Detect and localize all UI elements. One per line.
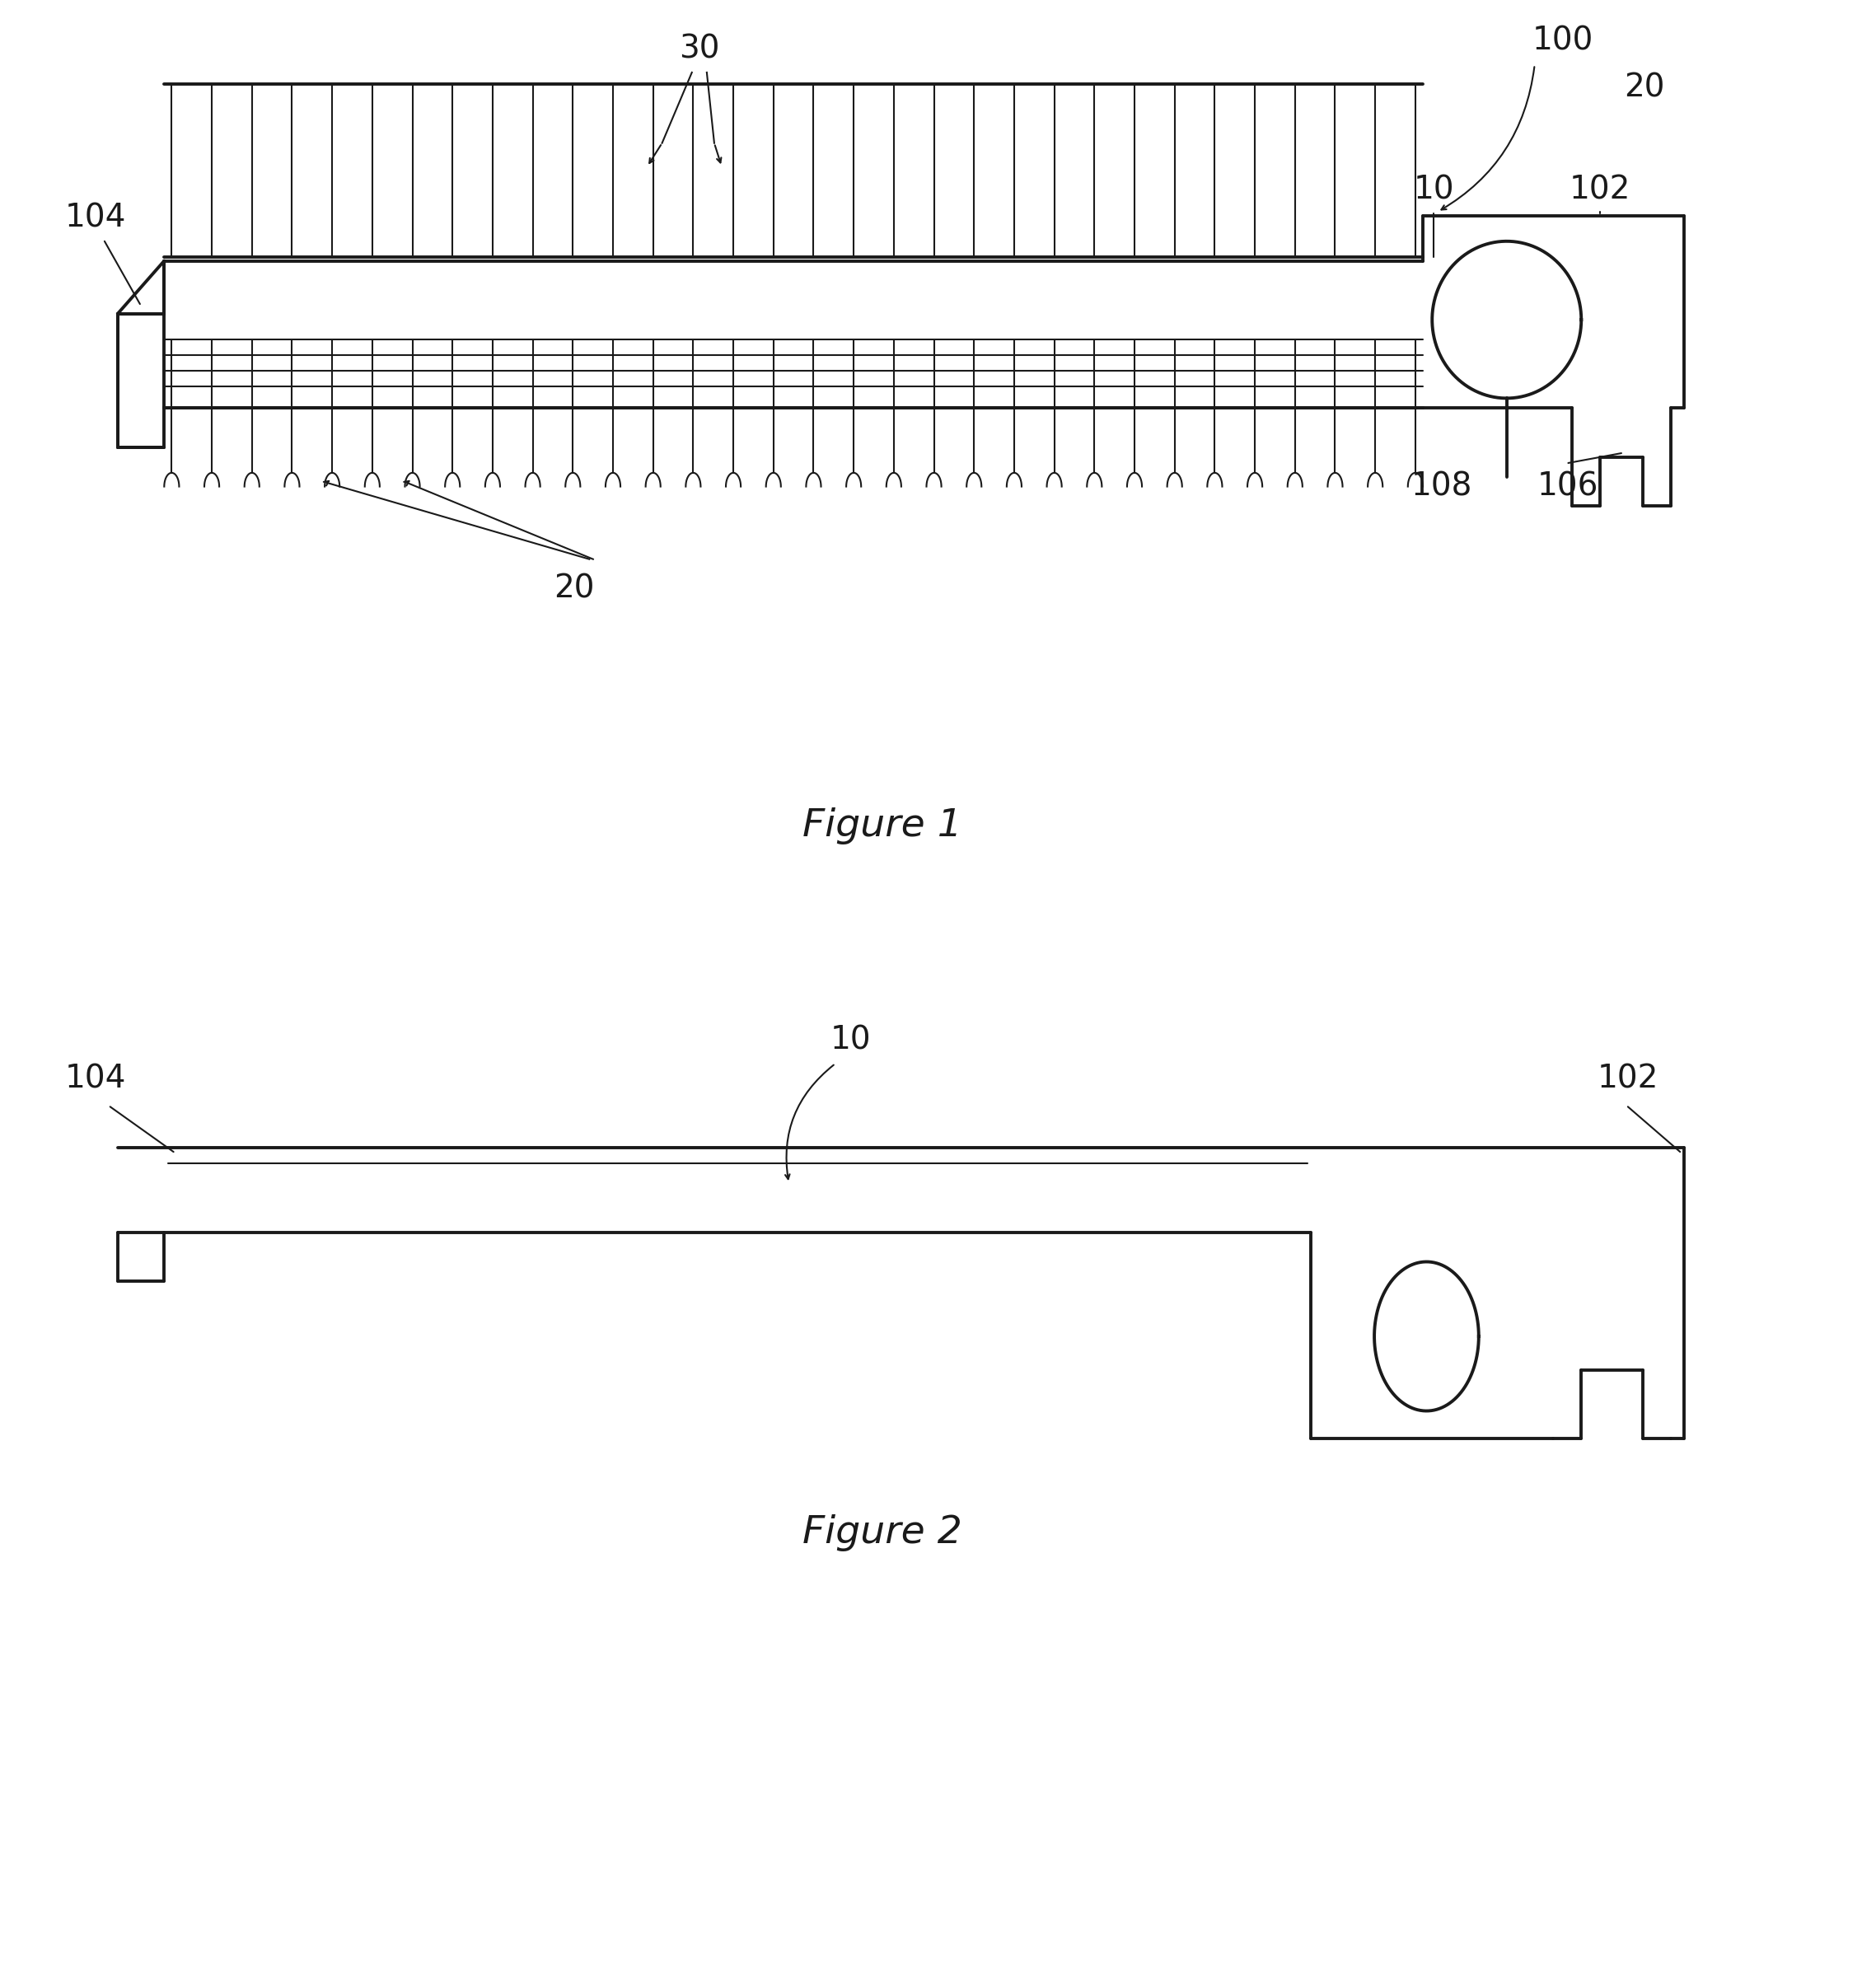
Text: 30: 30	[679, 34, 720, 65]
Text: 104: 104	[64, 201, 126, 233]
Text: 20: 20	[1625, 73, 1666, 105]
Text: 102: 102	[1570, 174, 1630, 205]
Text: 100: 100	[1533, 26, 1593, 57]
Text: Figure 1: Figure 1	[803, 807, 962, 845]
Text: Figure 2: Figure 2	[803, 1514, 962, 1552]
Text: 102: 102	[1596, 1064, 1658, 1096]
Text: 106: 106	[1538, 472, 1598, 501]
Text: 20: 20	[553, 572, 595, 604]
Text: 104: 104	[64, 1064, 126, 1096]
Text: 108: 108	[1411, 472, 1473, 501]
Text: 10: 10	[829, 1025, 870, 1056]
Text: 10: 10	[1413, 174, 1454, 205]
